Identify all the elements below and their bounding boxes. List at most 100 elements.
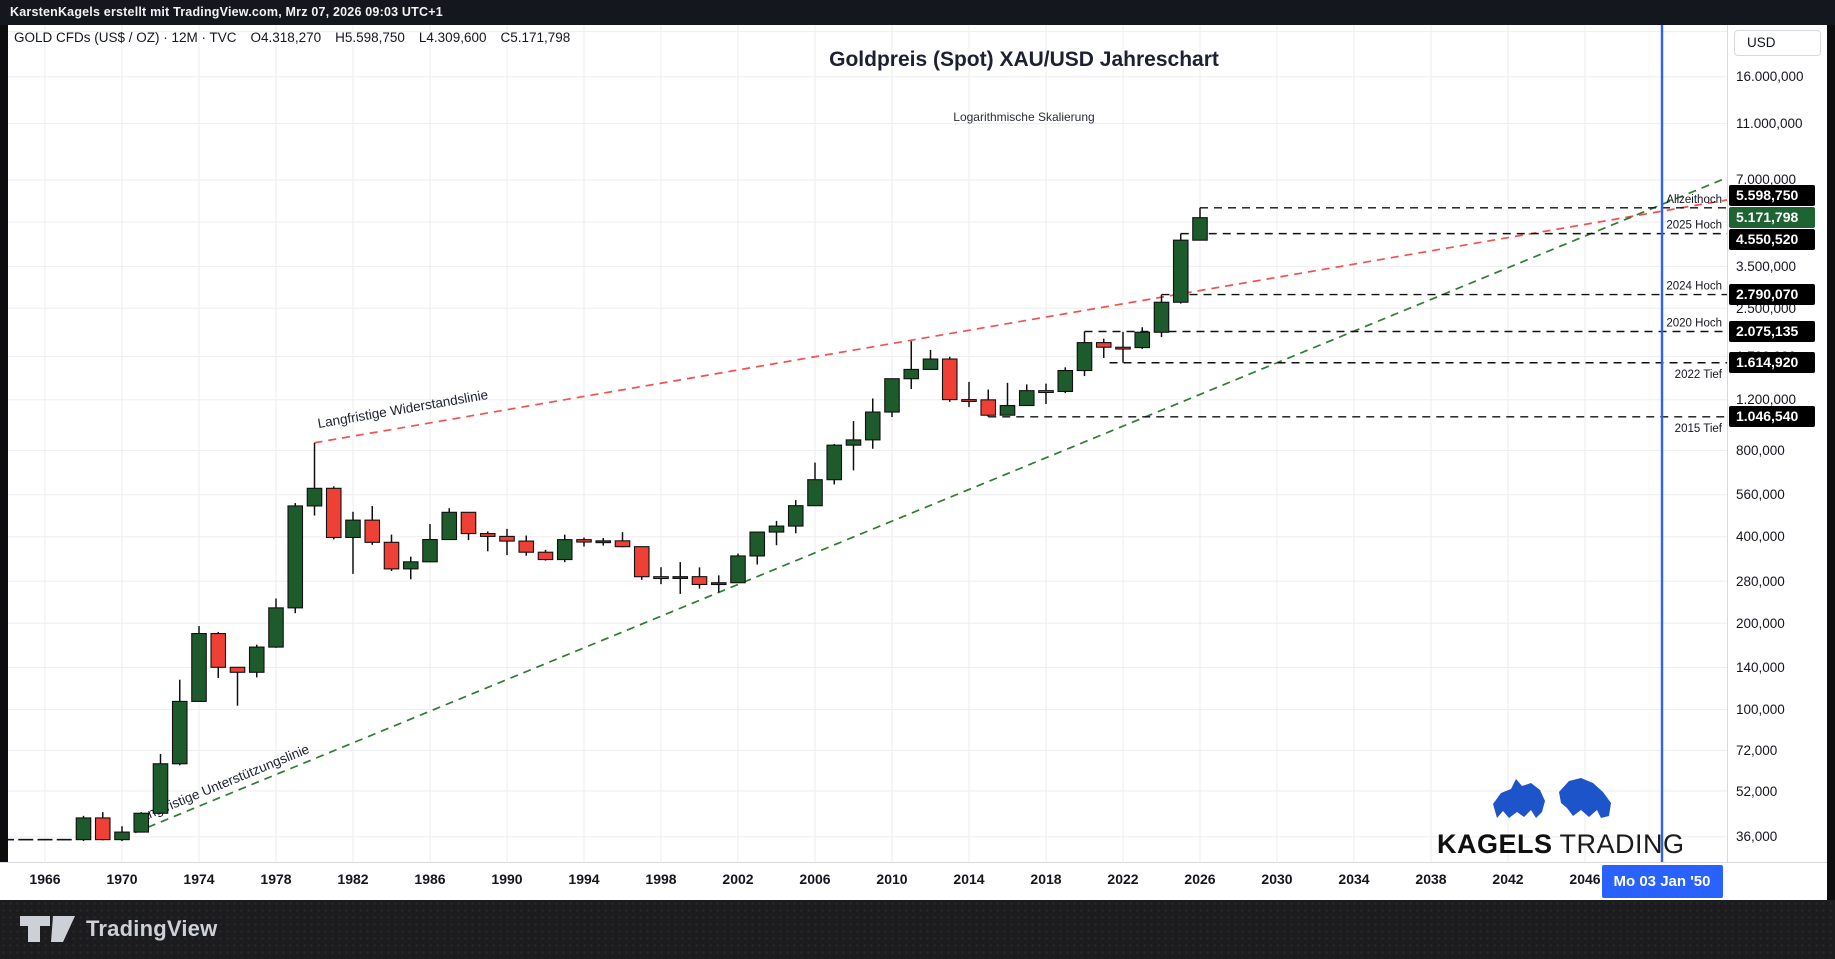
price-tick-label: 1.200,000 xyxy=(1736,392,1797,408)
attribution-text: KarstenKagels erstellt mit TradingView.c… xyxy=(10,5,443,19)
candle[interactable] xyxy=(941,358,958,401)
year-label: 2018 xyxy=(1030,871,1062,887)
candle[interactable] xyxy=(383,541,400,570)
candle[interactable] xyxy=(287,505,304,609)
candle[interactable] xyxy=(595,540,612,544)
time-axis[interactable]: 1966 1970 1974 1978 1982 1986 1990 1994 1998 2002… xyxy=(0,862,1827,900)
trendline-resistance[interactable] xyxy=(314,199,1728,444)
trendline-support[interactable] xyxy=(121,176,1727,839)
candle[interactable] xyxy=(1038,390,1054,394)
tradingview-logo[interactable]: TradingView xyxy=(18,914,217,944)
year-label: 2014 xyxy=(953,871,985,887)
candle[interactable] xyxy=(1153,301,1170,333)
candle[interactable] xyxy=(1192,217,1208,241)
footer-bar: TradingView xyxy=(0,900,1835,959)
price-level-badge: 2.790,070 xyxy=(1729,284,1815,306)
candle[interactable] xyxy=(903,368,920,380)
ohlc-l-value: L4.309,600 xyxy=(418,30,487,45)
candle[interactable] xyxy=(768,525,785,533)
candle[interactable] xyxy=(1076,342,1093,372)
candle[interactable] xyxy=(710,582,727,586)
year-label: 1974 xyxy=(183,871,215,887)
window-title-bar: KarstenKagels erstellt mit TradingView.c… xyxy=(0,0,1835,25)
candle[interactable] xyxy=(672,576,689,580)
candle[interactable] xyxy=(114,831,130,841)
candle[interactable] xyxy=(961,399,977,402)
candle[interactable] xyxy=(133,812,150,833)
price-level-badge: 4.550,520 xyxy=(1729,229,1815,251)
price-axis[interactable]: USD 16.000,000 11.000,000 7.000,000 3.500,0… xyxy=(1727,25,1827,900)
candle[interactable] xyxy=(210,633,227,668)
year-label: 2006 xyxy=(799,871,831,887)
candle[interactable] xyxy=(653,576,669,580)
candle[interactable] xyxy=(229,666,246,673)
candle[interactable] xyxy=(94,817,111,841)
candle[interactable] xyxy=(730,555,746,584)
year-label: 1994 xyxy=(568,871,600,887)
candle[interactable] xyxy=(152,763,169,814)
candle[interactable] xyxy=(807,479,823,507)
candle[interactable] xyxy=(518,540,535,553)
candle[interactable] xyxy=(402,561,419,570)
candle[interactable] xyxy=(268,607,284,648)
candle[interactable] xyxy=(75,817,92,841)
candle[interactable] xyxy=(499,535,515,542)
candle[interactable] xyxy=(479,533,496,537)
price-tick-label: 560,000 xyxy=(1736,487,1785,503)
candle[interactable] xyxy=(787,505,804,527)
year-label: 1970 xyxy=(106,871,138,887)
candle[interactable] xyxy=(691,576,708,586)
candle[interactable] xyxy=(749,531,766,557)
candle[interactable] xyxy=(422,538,438,563)
year-label: 2046 xyxy=(1569,871,1601,887)
candle[interactable] xyxy=(364,519,381,543)
kagels-trading-watermark: KAGELS TRADING xyxy=(1437,776,1684,860)
candle[interactable] xyxy=(980,399,997,416)
price-tick-label: 280,000 xyxy=(1736,573,1785,589)
candle[interactable] xyxy=(826,444,843,481)
year-label: 2030 xyxy=(1261,871,1293,887)
candle[interactable] xyxy=(864,411,881,441)
price-level-badge: 1.046,540 xyxy=(1729,406,1815,428)
tradingview-mark-icon xyxy=(20,916,75,942)
symbol-description[interactable]: GOLD CFDs (US$ / OZ) · 12M · TVC xyxy=(14,30,237,45)
candle[interactable] xyxy=(441,511,458,541)
candle[interactable] xyxy=(1115,346,1131,350)
candle[interactable] xyxy=(633,546,650,578)
current-price-badge: 5.171,798 xyxy=(1729,207,1815,229)
ohlc-values: O4.318,270 H5.598,750 L4.309,600 C5.171,798 xyxy=(237,30,571,45)
candle[interactable] xyxy=(345,519,361,539)
candle[interactable] xyxy=(171,700,188,765)
candle[interactable] xyxy=(1018,390,1035,407)
price-tick-label: 400,000 xyxy=(1736,529,1785,545)
candle[interactable] xyxy=(306,487,323,507)
candle[interactable] xyxy=(1057,369,1074,393)
year-label: 2022 xyxy=(1107,871,1139,887)
symbol-legend[interactable]: GOLD CFDs (US$ / OZ) · 12M · TVC O4.318,2… xyxy=(14,29,570,47)
kagels-trading-wordmark: KAGELS TRADING xyxy=(1437,829,1684,860)
candle[interactable] xyxy=(556,539,573,561)
candle[interactable] xyxy=(248,646,265,673)
candle[interactable] xyxy=(922,358,939,370)
candle[interactable] xyxy=(999,404,1016,416)
currency-button[interactable]: USD xyxy=(1734,30,1821,56)
candle[interactable] xyxy=(1095,342,1112,348)
year-label: 1990 xyxy=(491,871,523,887)
candle[interactable] xyxy=(845,439,862,446)
candle[interactable] xyxy=(576,539,592,543)
chart-canvas-background xyxy=(8,25,1727,862)
year-label: 2038 xyxy=(1415,871,1447,887)
candle[interactable] xyxy=(884,378,900,413)
candle[interactable] xyxy=(1172,239,1189,303)
price-tick-label: 11.000,000 xyxy=(1736,116,1803,132)
candle[interactable] xyxy=(1134,331,1151,349)
candle[interactable] xyxy=(614,540,631,548)
candle[interactable] xyxy=(460,511,477,535)
candle[interactable] xyxy=(325,487,342,539)
ohlc-c-value: C5.171,798 xyxy=(500,30,571,45)
candle[interactable] xyxy=(191,633,207,702)
candle[interactable] xyxy=(537,551,554,561)
tradingview-brand-text: TradingView xyxy=(86,916,218,941)
level-label: 2015 Tief xyxy=(1675,423,1723,435)
